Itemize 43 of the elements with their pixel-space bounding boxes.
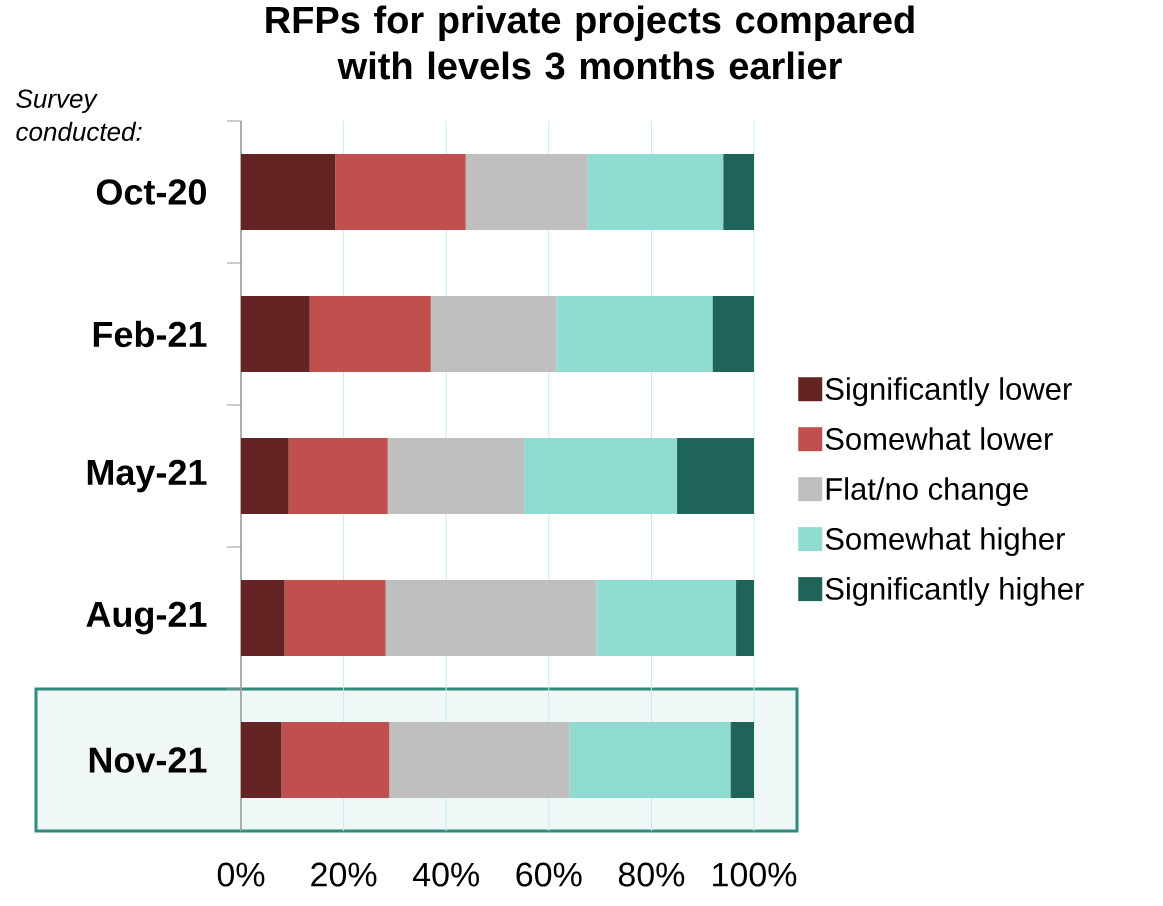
chart-title: RFPs for private projects compared with levels 3 months earlier [266,5,914,80]
bar [430,296,557,373]
y-tick-label: Feb-21 [93,320,207,348]
bar [241,154,336,231]
bar [587,154,724,231]
bar [241,580,285,657]
bar [284,580,386,657]
x-tick-label: 40% [412,862,479,887]
x-tick-label: 80% [618,862,685,887]
y-axis-title: Survey conducted: [16,89,142,141]
bar [389,722,570,799]
bar [335,154,466,231]
bar [723,154,754,231]
bar [465,154,588,231]
bar [309,296,431,373]
bar [241,438,289,515]
legend-label: Significantly higher [825,577,1084,606]
y-tick-label: May-21 [87,459,207,493]
legend-label: Flat/no change [826,477,1028,507]
bar [569,722,731,799]
bar [556,296,713,373]
bar [385,580,597,657]
bar [524,438,678,515]
y-tick-label: Nov-21 [89,747,207,773]
bar [288,438,388,515]
legend-label: Significantly lower [825,377,1072,407]
bar [281,722,390,799]
y-tick-label: Aug-21 [86,601,207,635]
legend-label: Somewhat lower [825,427,1053,450]
bar [241,296,310,373]
x-tick-label: 20% [311,862,377,887]
bar [712,296,754,373]
x-tick-label: 60% [516,862,582,887]
legend-label: Somewhat higher [825,527,1065,557]
x-tick-label: 100% [713,862,797,887]
y-tick-label: Oct-20 [96,179,206,205]
x-tick-label: 0% [217,862,265,887]
bar [596,580,737,657]
bar [677,438,754,515]
bar [387,438,525,515]
bar [736,580,754,657]
bar [241,722,282,799]
bar [730,722,754,799]
